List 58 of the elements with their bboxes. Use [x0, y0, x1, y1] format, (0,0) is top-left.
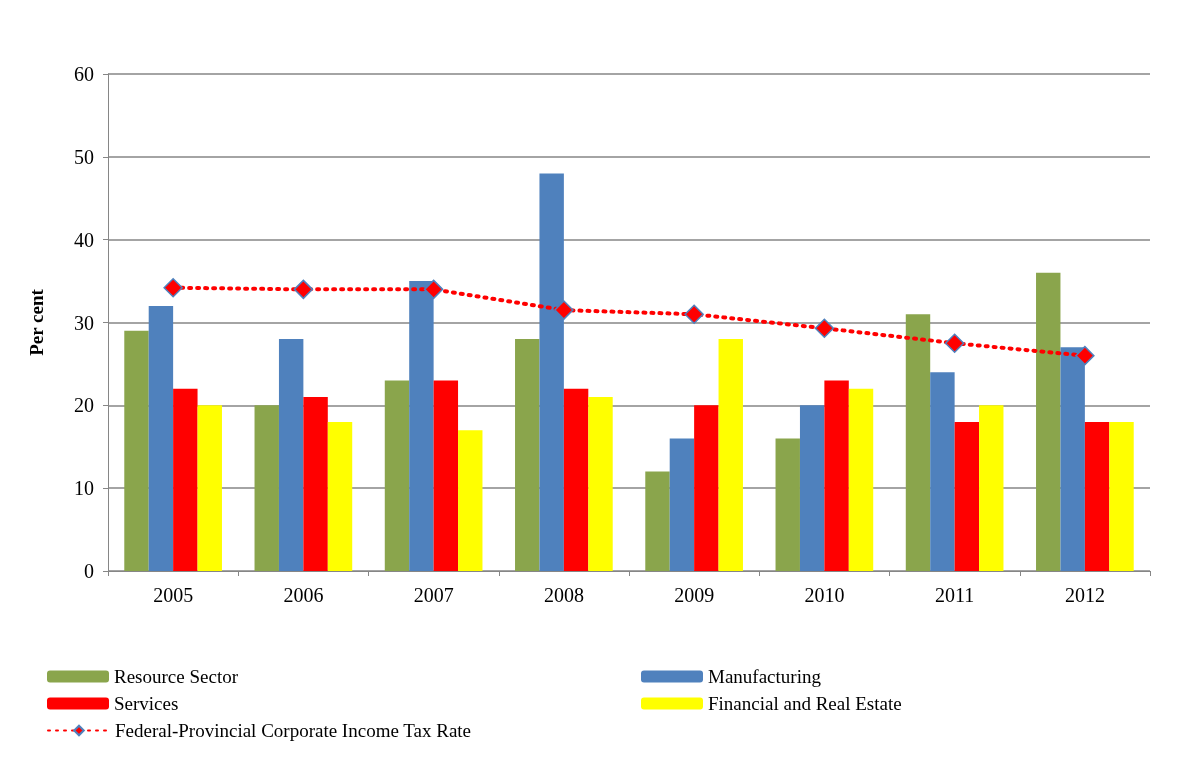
bar	[848, 388, 874, 571]
bar	[1109, 421, 1134, 571]
y-tick-label: 50	[74, 145, 94, 168]
bar	[278, 339, 304, 571]
legend-label: Financial and Real Estate	[708, 693, 902, 714]
bar	[645, 471, 670, 571]
bar	[254, 405, 279, 571]
x-tick-label: 2011	[934, 584, 975, 606]
y-tick-label: 30	[74, 311, 94, 334]
point	[554, 300, 574, 320]
y-tick-label: 60	[74, 63, 94, 85]
bar	[303, 397, 328, 571]
x-tick-label: 2005	[153, 584, 194, 606]
bar	[433, 380, 459, 571]
x-tick-label: 2010	[804, 584, 845, 606]
x-tick-label: 2007	[413, 584, 454, 606]
bar	[1036, 272, 1061, 571]
point	[1075, 345, 1095, 366]
y-tick-label: 0	[84, 560, 94, 582]
point	[423, 279, 444, 300]
bar	[905, 314, 931, 571]
point	[944, 333, 965, 353]
point	[684, 304, 704, 324]
bar	[1084, 421, 1110, 571]
y-tick-label: 10	[74, 477, 94, 500]
y-axis-title: Per cent	[26, 288, 47, 356]
bar	[694, 405, 719, 571]
bar	[824, 380, 849, 571]
bar	[718, 339, 743, 571]
bar	[799, 405, 825, 571]
point	[814, 318, 835, 339]
y-tick-label: 20	[74, 394, 94, 417]
bar	[197, 405, 222, 571]
legend-label: Manufacturing	[708, 666, 822, 687]
bar	[954, 421, 980, 571]
bar	[148, 305, 174, 571]
x-tick-label: 2008	[543, 584, 584, 606]
bar	[458, 430, 483, 571]
point	[293, 279, 314, 300]
legend-label: Services	[114, 693, 179, 714]
bar	[515, 339, 540, 571]
bar	[173, 388, 198, 571]
bar	[384, 380, 410, 571]
bar	[563, 388, 589, 571]
bar	[124, 330, 149, 571]
point	[163, 277, 183, 298]
bar	[979, 405, 1004, 571]
y-tick-label: 40	[74, 228, 94, 251]
bar	[930, 372, 955, 571]
bar	[775, 438, 800, 571]
legend-label: Resource Sector	[114, 666, 239, 687]
bar	[588, 397, 613, 571]
x-tick-label: 2006	[283, 584, 324, 606]
bar	[669, 438, 695, 571]
bar	[327, 421, 353, 571]
x-tick-label: 2009	[674, 584, 715, 606]
legend-label: Federal-Provincial Corporate Income Tax Rate	[115, 720, 472, 741]
x-tick-label: 2012	[1064, 584, 1105, 606]
